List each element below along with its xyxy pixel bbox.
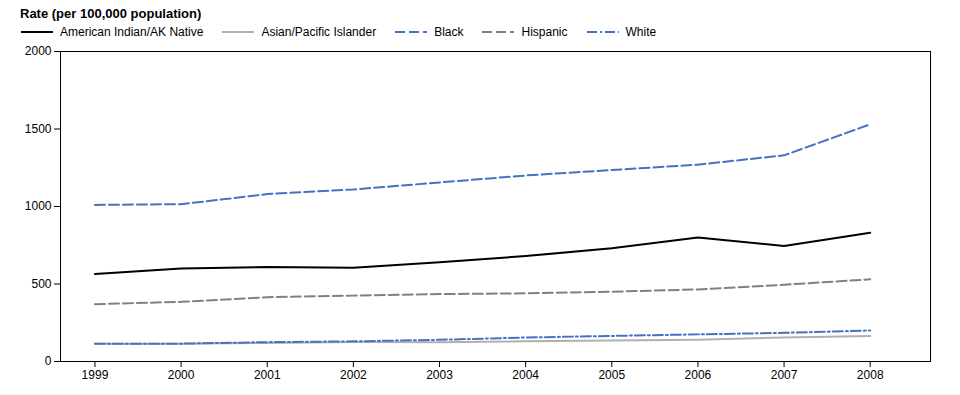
svg-text:500: 500	[31, 277, 51, 291]
svg-text:0: 0	[45, 354, 52, 368]
svg-text:2002: 2002	[340, 368, 367, 382]
svg-text:2003: 2003	[426, 368, 453, 382]
svg-text:2000: 2000	[168, 368, 195, 382]
html-text:Rate (per 100,000 population): Rate (per 100,000 population)	[20, 6, 202, 21]
html-text:American Indian/AK Native: American Indian/AK Native	[60, 25, 204, 39]
html-text:Black: Black	[434, 25, 464, 39]
html-text:White: White	[625, 25, 657, 39]
html-text:Hispanic: Hispanic	[521, 25, 568, 39]
svg-text:2005: 2005	[598, 368, 625, 382]
svg-text:1999: 1999	[82, 368, 109, 382]
svg-text:1500: 1500	[25, 122, 52, 136]
svg-text:2006: 2006	[685, 368, 712, 382]
svg-text:2007: 2007	[771, 368, 798, 382]
html-text:Asian/Pacific Islander: Asian/Pacific Islander	[261, 25, 377, 39]
svg-text:2004: 2004	[512, 368, 539, 382]
svg-text:2001: 2001	[254, 368, 281, 382]
svg-text:1000: 1000	[25, 199, 52, 213]
svg-text:2000: 2000	[25, 44, 52, 58]
svg-text:2008: 2008	[857, 368, 884, 382]
